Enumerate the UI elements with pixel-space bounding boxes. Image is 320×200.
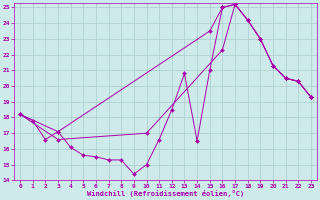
X-axis label: Windchill (Refroidissement éolien,°C): Windchill (Refroidissement éolien,°C) [87,190,244,197]
